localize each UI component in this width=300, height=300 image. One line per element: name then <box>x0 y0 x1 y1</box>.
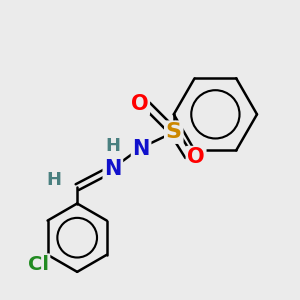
Text: O: O <box>131 94 148 114</box>
Text: H: H <box>105 136 120 154</box>
Text: O: O <box>187 147 205 167</box>
Text: Cl: Cl <box>28 255 49 274</box>
Text: H: H <box>46 171 61 189</box>
Text: N: N <box>104 159 122 179</box>
Text: S: S <box>166 122 182 142</box>
Text: N: N <box>132 139 150 158</box>
